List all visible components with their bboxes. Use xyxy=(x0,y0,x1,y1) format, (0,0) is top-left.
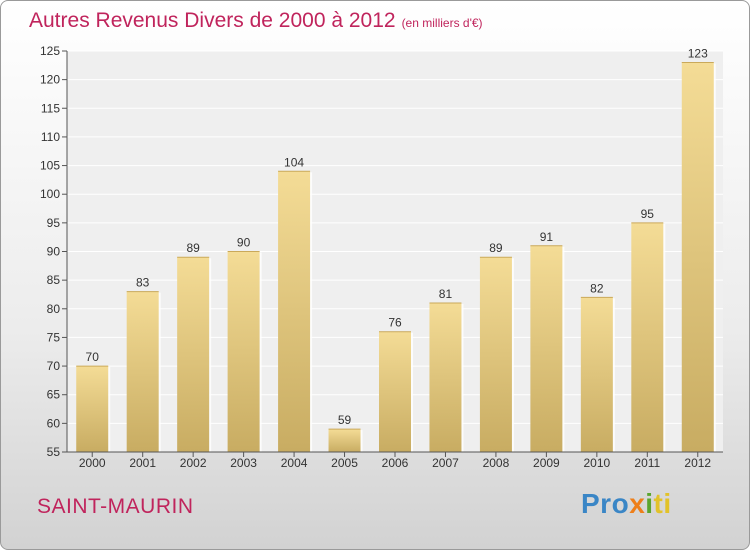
x-tick-label-2010: 2010 xyxy=(583,456,610,470)
x-tick-label-2007: 2007 xyxy=(432,456,459,470)
chart-subtitle: (en milliers d'€) xyxy=(401,16,483,30)
x-tick-label-2005: 2005 xyxy=(331,456,358,470)
logo-part-4: ti xyxy=(653,488,672,519)
y-tick-label: 55 xyxy=(47,445,61,459)
x-tick-label-2008: 2008 xyxy=(483,456,510,470)
chart-title: Autres Revenus Divers de 2000 à 2012 (en … xyxy=(29,9,483,33)
y-tick-label: 105 xyxy=(40,159,60,173)
y-tick-label: 115 xyxy=(41,101,60,115)
x-tick-label-2002: 2002 xyxy=(180,456,207,470)
chart-title-text: Autres Revenus Divers de 2000 à 2012 xyxy=(29,9,396,32)
bar-series xyxy=(76,61,716,453)
y-tick-label: 80 xyxy=(47,302,61,316)
x-tick-label-2000: 2000 xyxy=(79,456,106,470)
y-tick-label: 65 xyxy=(47,388,61,402)
y-tick-label: 75 xyxy=(47,330,61,344)
x-tick-label-2011: 2011 xyxy=(634,456,660,470)
logo-part-2: x xyxy=(629,488,646,519)
y-tick-label: 60 xyxy=(47,416,61,430)
x-tick-label-2009: 2009 xyxy=(533,456,560,470)
bar-2011 xyxy=(631,222,664,452)
bar-2004 xyxy=(278,171,311,453)
value-label-2002: 89 xyxy=(186,241,200,255)
y-tick-label: 70 xyxy=(47,359,61,373)
value-label-2005: 59 xyxy=(338,413,352,427)
value-labels: 70 83 89 90 104 59 76 81 89 91 82 95 123 xyxy=(86,46,709,427)
value-label-2011: 95 xyxy=(641,207,655,221)
y-tick-label: 125 xyxy=(40,44,60,58)
value-label-2007: 81 xyxy=(439,287,453,301)
bar-2007 xyxy=(429,303,462,452)
bar-2002 xyxy=(177,257,210,452)
bar-2003 xyxy=(227,251,260,452)
bar-2008 xyxy=(479,257,512,452)
bar-2009 xyxy=(530,245,563,452)
x-tick-label-2004: 2004 xyxy=(281,456,308,470)
bar-2010 xyxy=(580,297,613,452)
value-label-2004: 104 xyxy=(284,155,304,169)
y-tick-label: 110 xyxy=(41,130,60,144)
bar-2012 xyxy=(681,62,714,452)
axes: 55 60 65 70 75 80 85 90 95 100 105 110 115 120 125 2000… xyxy=(40,44,723,470)
value-label-2008: 89 xyxy=(489,241,503,255)
bar-2006 xyxy=(379,331,411,452)
y-tick-label: 85 xyxy=(47,273,61,287)
x-tick-label-2012: 2012 xyxy=(684,456,711,470)
y-tick-label: 90 xyxy=(47,245,61,259)
value-label-2012: 123 xyxy=(688,46,708,60)
bar-2005 xyxy=(328,429,361,452)
value-label-2009: 91 xyxy=(540,230,554,244)
logo-part-3: i xyxy=(645,488,654,519)
bar-2000 xyxy=(76,366,109,452)
x-tick-label-2003: 2003 xyxy=(230,456,257,470)
x-tick-label-2001: 2001 xyxy=(129,456,156,470)
value-label-2010: 82 xyxy=(590,281,604,295)
y-tick-label: 95 xyxy=(47,216,61,230)
x-tick-label-2006: 2006 xyxy=(382,456,409,470)
bar-2001 xyxy=(126,291,159,452)
logo-part-1: Pro xyxy=(581,488,630,519)
value-label-2003: 90 xyxy=(237,236,251,250)
value-label-2000: 70 xyxy=(86,350,100,364)
y-tick-label: 120 xyxy=(40,73,60,87)
proxiti-logo: Proxiti xyxy=(581,488,672,520)
commune-name: SAINT-MAURIN xyxy=(37,495,194,518)
value-label-2001: 83 xyxy=(136,276,150,290)
y-tick-label: 100 xyxy=(40,187,60,201)
value-label-2006: 76 xyxy=(388,316,402,330)
